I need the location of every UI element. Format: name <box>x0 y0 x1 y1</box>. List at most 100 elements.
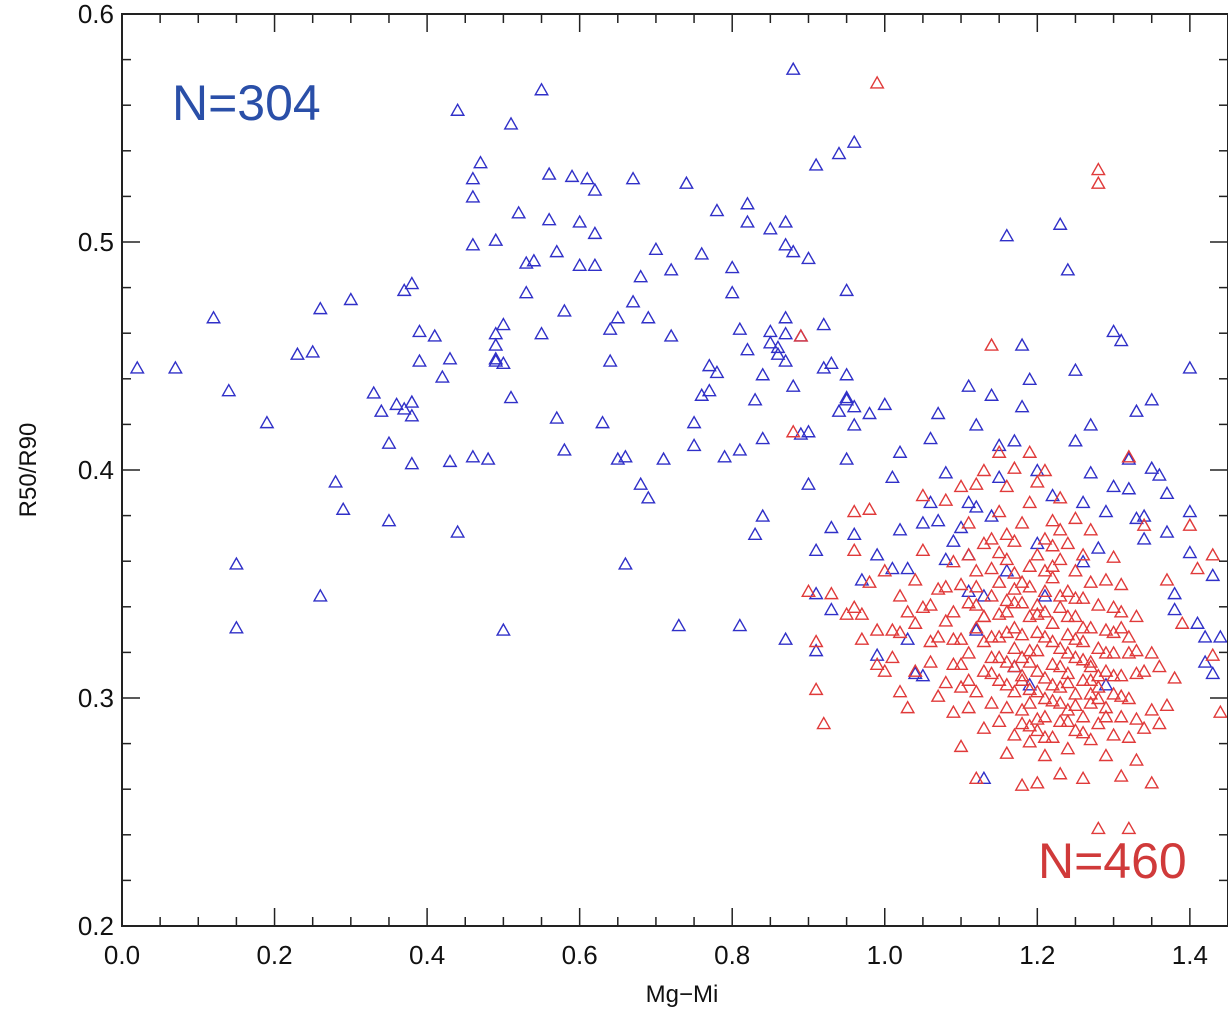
data-point-blue <box>480 451 496 465</box>
data-point-blue <box>839 392 855 406</box>
data-point-blue <box>1113 333 1129 347</box>
data-point-blue <box>770 346 786 360</box>
data-point-blue <box>755 508 771 522</box>
data-point-blue <box>1129 403 1144 417</box>
x-axis-title: Mg−Mi <box>646 981 719 1008</box>
data-point-blue <box>328 474 344 488</box>
data-point-blue <box>984 508 999 522</box>
data-point-red <box>1014 668 1030 682</box>
data-point-red <box>1129 752 1144 766</box>
data-point-red <box>968 597 984 611</box>
data-point-red <box>1075 652 1091 666</box>
data-point-red <box>816 716 832 730</box>
data-point-blue <box>755 431 771 445</box>
data-point-red <box>1113 577 1129 591</box>
data-point-blue <box>167 360 183 374</box>
data-point-blue <box>1060 262 1076 276</box>
data-point-red <box>1067 563 1083 577</box>
data-point-blue <box>289 346 305 360</box>
data-point-blue <box>488 232 504 246</box>
data-point-red <box>1212 704 1228 718</box>
data-point-red <box>1060 675 1076 689</box>
data-point-blue <box>709 203 725 217</box>
data-point-blue <box>1205 666 1221 680</box>
data-point-red <box>1090 175 1106 189</box>
data-point-blue <box>442 453 458 468</box>
data-point-blue <box>984 387 999 401</box>
data-point-red <box>945 704 961 718</box>
data-point-red <box>1113 668 1129 682</box>
data-point-red <box>1014 574 1030 588</box>
data-point-blue <box>724 285 740 299</box>
data-point-red <box>999 479 1015 493</box>
data-point-blue <box>1167 602 1183 616</box>
data-point-blue <box>801 476 816 490</box>
data-point-blue <box>892 444 908 458</box>
data-point-red <box>1029 711 1045 725</box>
data-point-blue <box>1098 504 1114 518</box>
data-point-red <box>991 545 1007 559</box>
data-point-red <box>1083 672 1099 686</box>
data-point-red <box>1052 552 1068 566</box>
data-point-red <box>1083 686 1099 700</box>
data-point-red <box>1014 627 1030 641</box>
data-point-red <box>1060 645 1076 659</box>
data-point-blue <box>884 469 900 484</box>
data-point-blue <box>503 116 519 130</box>
data-point-blue <box>1144 460 1160 474</box>
data-point-blue <box>1121 481 1137 495</box>
x-tick-label: 1.4 <box>1172 940 1208 970</box>
data-point-blue <box>961 378 977 392</box>
data-point-blue <box>556 303 572 317</box>
data-point-blue <box>221 383 237 397</box>
x-tick-label: 1.0 <box>867 940 903 970</box>
data-point-red <box>1022 579 1038 593</box>
data-point-red <box>1083 695 1099 709</box>
data-point-red <box>1106 599 1122 613</box>
data-point-blue <box>801 251 816 265</box>
data-point-blue <box>656 451 672 465</box>
data-point-blue <box>473 155 488 169</box>
data-point-blue <box>770 339 786 354</box>
data-point-red <box>1029 723 1045 737</box>
data-point-red <box>1090 597 1106 611</box>
data-point-blue <box>839 367 855 381</box>
data-point-red <box>1006 727 1022 741</box>
data-point-blue <box>709 365 725 379</box>
data-point-red <box>991 574 1007 588</box>
data-point-red <box>991 650 1007 664</box>
data-point-red <box>1174 615 1190 629</box>
data-point-blue <box>1106 324 1122 338</box>
data-point-red <box>1090 716 1106 730</box>
data-point-blue <box>1022 371 1038 385</box>
data-point-red <box>1022 695 1038 709</box>
data-point-blue <box>541 166 557 180</box>
data-point-red <box>938 579 954 593</box>
data-point-red <box>1060 536 1076 550</box>
data-point-blue <box>648 241 664 256</box>
data-point-red <box>953 738 969 753</box>
data-point-red <box>892 684 908 698</box>
data-point-red <box>1129 609 1144 623</box>
data-point-blue <box>1121 451 1137 465</box>
data-point-red <box>1060 627 1076 641</box>
data-point-red <box>938 675 954 689</box>
data-point-red <box>1052 766 1068 780</box>
data-point-red <box>1045 677 1061 691</box>
data-point-red <box>1075 770 1091 784</box>
data-point-blue <box>389 396 405 411</box>
data-point-blue <box>846 417 862 431</box>
data-point-red <box>900 700 916 714</box>
data-point-blue <box>778 310 794 324</box>
data-point-blue <box>526 253 542 267</box>
data-point-red <box>1029 606 1045 620</box>
data-point-blue <box>785 378 801 392</box>
data-point-red <box>1113 688 1129 702</box>
data-point-red <box>1075 672 1091 686</box>
data-point-red <box>869 622 885 636</box>
data-point-red <box>976 663 992 677</box>
data-point-blue <box>884 561 900 575</box>
data-point-red <box>1190 561 1205 575</box>
data-point-red <box>953 631 969 645</box>
data-point-red <box>1014 777 1030 791</box>
